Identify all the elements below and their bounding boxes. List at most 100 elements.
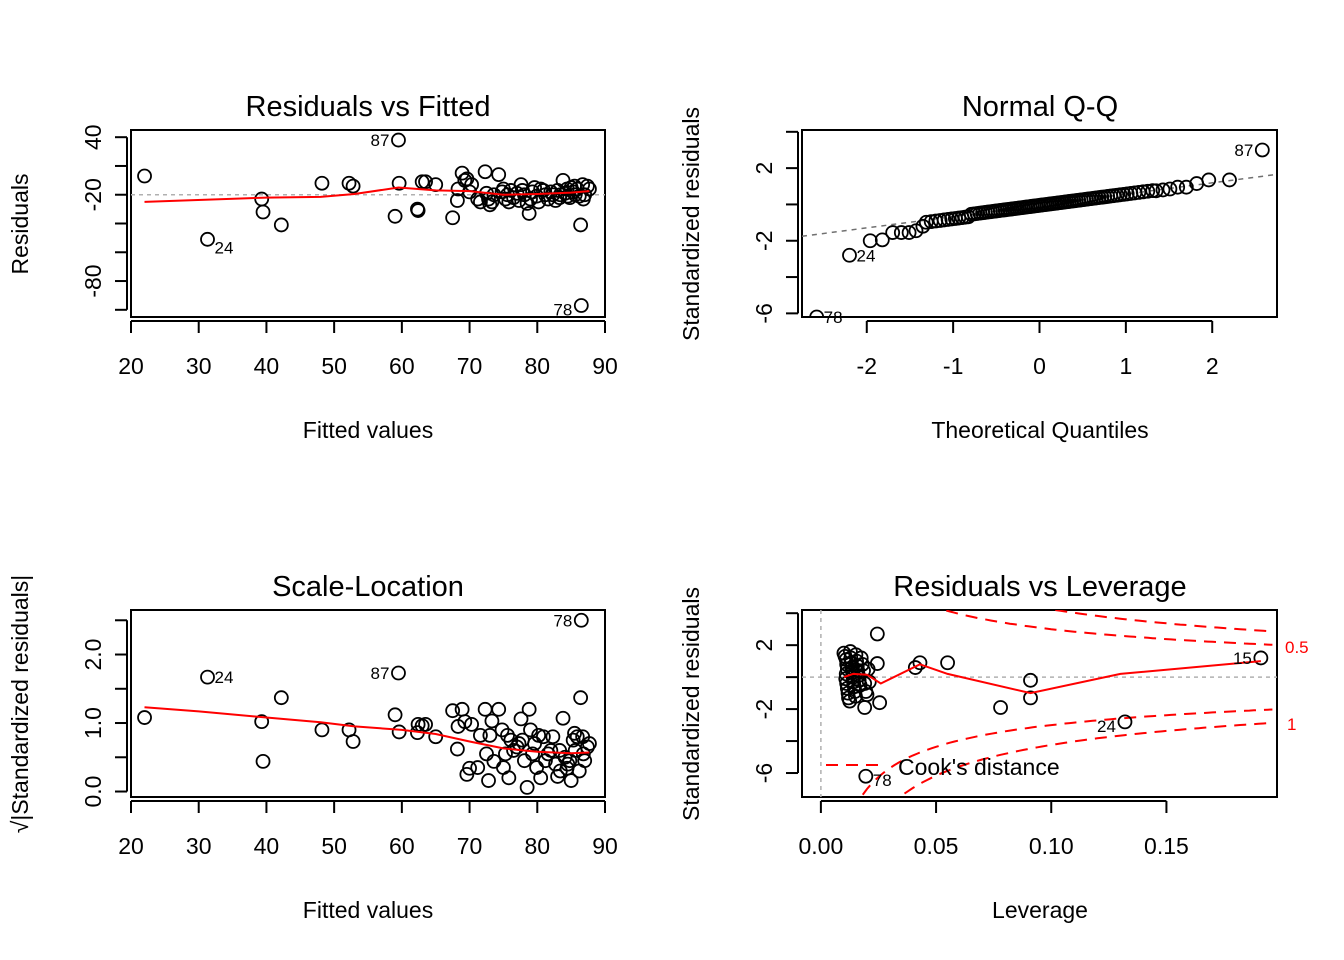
data-point: [519, 780, 535, 795]
data-point: [1148, 183, 1164, 199]
x-tick-label: 90: [592, 833, 618, 859]
data-point: [573, 217, 589, 233]
plot-frame: [801, 609, 1278, 798]
y-tick-label: 2: [751, 639, 777, 652]
point-label: 78: [553, 300, 572, 319]
data-point: [314, 175, 330, 191]
data-point: [858, 768, 874, 784]
data-point: [200, 669, 215, 685]
data-point: [1170, 179, 1186, 195]
cooks-level-label: 0.5: [1285, 638, 1309, 657]
data-point: [1023, 672, 1038, 688]
y-tick-label: 1.0: [80, 707, 106, 739]
data-point: [535, 729, 551, 745]
y-axis-label: Standardized residuals: [678, 107, 704, 341]
data-point: [137, 168, 152, 184]
y-axis-label: Residuals: [7, 174, 33, 275]
data-point: [552, 743, 568, 758]
x-tick-label: 70: [457, 353, 483, 379]
plot-area: -2 -1 0 1 2 2 -2 -6 87 24 78: [751, 129, 1278, 379]
point-label: 78: [824, 308, 843, 327]
data-point: [901, 225, 917, 240]
data-point: [345, 178, 361, 194]
data-point: [273, 217, 289, 233]
data-point: [391, 724, 407, 740]
data-point: [857, 700, 873, 715]
legend-label: Cook's distance: [898, 754, 1060, 780]
data-point: [555, 710, 571, 726]
panel-title: Residuals vs Leverage: [893, 571, 1186, 603]
point-label: 78: [553, 611, 572, 630]
x-tick-label: -1: [943, 353, 963, 379]
data-point: [341, 175, 357, 191]
data-point: [525, 746, 540, 762]
x-tick-label: 50: [321, 353, 347, 379]
data-point: [273, 690, 289, 706]
data-point: [491, 701, 507, 717]
data-point: [885, 225, 901, 240]
cooks-distance-contour: [860, 708, 1273, 797]
data-point: [428, 729, 444, 745]
data-point: [563, 773, 579, 788]
cooks-distance-contour: [1049, 610, 1273, 633]
data-point: [200, 231, 215, 247]
panel-title: Residuals vs Fitted: [246, 91, 491, 123]
data-point: [565, 732, 581, 748]
x-tick-label: 0.10: [1029, 833, 1074, 859]
data-point: [479, 746, 494, 762]
data-point: [1162, 181, 1178, 197]
data-point: [1222, 172, 1237, 188]
clipped-marks: [802, 142, 1277, 317]
y-tick-label: -2: [751, 231, 777, 251]
x-tick-label: 90: [592, 353, 618, 379]
y-tick-label: 0.0: [80, 776, 106, 808]
data-point: [912, 655, 928, 671]
data-point: [410, 203, 426, 218]
smooth-line: [144, 186, 590, 203]
data-point: [869, 626, 885, 642]
panel-normal-qq: Normal Q-Q Theoretical Quantiles Standar…: [678, 91, 1278, 443]
smooth-line: [144, 706, 590, 755]
x-tick-label: 20: [118, 833, 144, 859]
data-point: [809, 309, 825, 317]
x-tick-label: -2: [857, 353, 877, 379]
data-point: [907, 660, 923, 675]
plot-frame: [130, 609, 606, 798]
plot-frame: [801, 129, 1278, 318]
x-tick-label: 0.15: [1144, 833, 1189, 859]
panel-title: Normal Q-Q: [962, 91, 1118, 123]
clipped-marks: [802, 610, 1277, 797]
data-point: [484, 713, 500, 729]
data-point: [521, 206, 537, 221]
data-point: [445, 210, 461, 226]
x-tick-label: 0.05: [914, 833, 959, 859]
data-point: [1253, 650, 1269, 666]
data-point: [573, 298, 589, 313]
panel-scale-location: Scale-Location Fitted values √|Standardi…: [7, 571, 618, 923]
x-tick-label: 60: [389, 353, 415, 379]
x-tick-label: 40: [254, 833, 280, 859]
point-label: 24: [215, 668, 234, 687]
data-point: [552, 190, 568, 206]
data-point: [1140, 183, 1156, 199]
x-tick-label: 1: [1119, 353, 1132, 379]
data-point: [137, 710, 152, 725]
data-point: [255, 204, 271, 220]
x-tick-label: 0: [1033, 353, 1046, 379]
panel-title: Scale-Location: [272, 571, 464, 603]
point-label: 87: [371, 131, 390, 150]
data-point: [1201, 172, 1217, 188]
y-axis-label: Standardized residuals: [678, 587, 704, 821]
x-tick-label: 2: [1206, 353, 1219, 379]
plot-area: 0.00 0.05 0.10 0.15 2 -2 -6 15 24 78 0.5 1 Cook's di…: [751, 609, 1309, 859]
x-tick-label: 30: [186, 353, 212, 379]
y-tick-label: -6: [751, 763, 777, 783]
y-tick-label: -80: [80, 264, 106, 297]
x-tick-label: 70: [457, 833, 483, 859]
plot-area: 20 30 40 50 60 70 80 90 0.0 1.0 2.0 78 24 87: [80, 609, 618, 859]
x-tick-label: 50: [321, 833, 347, 859]
data-point: [457, 714, 473, 730]
data-point: [560, 188, 576, 204]
data-point: [494, 722, 510, 738]
